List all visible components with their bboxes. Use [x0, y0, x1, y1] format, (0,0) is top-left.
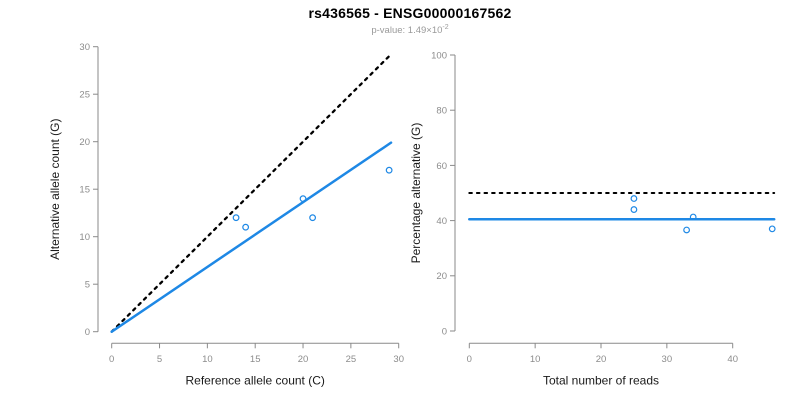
data-point	[299, 195, 307, 203]
y-axis: 0 20 40 60 80 100 Percentage alternative (G)	[409, 50, 456, 337]
x-tick-label: 0	[109, 354, 114, 365]
fit-line	[110, 141, 393, 333]
x-tick-label: 5	[157, 354, 162, 365]
y-tick-label: 5	[85, 280, 90, 291]
x-tick-label: 0	[467, 354, 472, 365]
data-point	[683, 226, 691, 234]
left-plot: 0 5 10 15 20 25 30 Reference allele count (C) 0 5…	[48, 42, 404, 387]
x-tick-label: 30	[393, 354, 404, 365]
y-tick-label: 80	[436, 106, 447, 117]
identity-line	[110, 53, 393, 333]
y-tick-label: 0	[442, 326, 447, 337]
y-tick-label: 60	[436, 161, 447, 172]
y-tick-label: 25	[79, 90, 90, 101]
figure-subtitle: p-value: 1.49×10-2	[10, 24, 800, 36]
x-tick-label: 20	[596, 354, 607, 365]
y-tick-label: 10	[79, 232, 90, 243]
data-point	[232, 214, 240, 222]
y-tick-label: 20	[436, 271, 447, 282]
x-axis-title: Total number of reads	[543, 373, 659, 387]
data-point	[242, 223, 250, 231]
x-tick-label: 30	[662, 354, 673, 365]
x-tick-label: 10	[202, 354, 213, 365]
data-point	[630, 206, 638, 213]
data-point	[630, 195, 638, 202]
y-axis: 0 5 10 15 20 25 30 Alternative allele count (G)	[48, 42, 99, 338]
y-axis-title: Alternative allele count (G)	[48, 118, 62, 259]
x-tick-label: 20	[298, 354, 309, 365]
y-tick-label: 20	[79, 137, 90, 148]
x-tick-label: 10	[530, 354, 541, 365]
figure-title: rs436565 - ENSG00000167562	[308, 5, 512, 21]
y-tick-label: 100	[431, 50, 447, 61]
pvalue-exponent: -2	[442, 24, 449, 31]
y-tick-label: 40	[436, 216, 447, 227]
x-tick-label: 25	[346, 354, 357, 365]
data-point	[309, 214, 317, 222]
x-axis: 0 10 20 30 40 Total number of reads	[467, 342, 738, 387]
y-tick-label: 0	[85, 327, 90, 338]
data-point	[385, 166, 393, 174]
right-plot: 0 10 20 30 40 Total number of reads 0 20 40 60 80 1…	[409, 50, 776, 387]
x-axis-title: Reference allele count (C)	[185, 373, 324, 387]
data-point	[689, 213, 697, 221]
x-axis: 0 5 10 15 20 25 30 Reference allele count (C)	[109, 342, 404, 387]
y-axis-title: Percentage alternative (G)	[409, 123, 423, 264]
pvalue-text: p-value: 1.49×10	[371, 25, 443, 37]
y-tick-label: 15	[79, 185, 90, 196]
x-tick-label: 15	[250, 354, 261, 365]
data-point	[768, 225, 776, 233]
x-tick-label: 40	[727, 354, 738, 365]
y-tick-label: 30	[79, 42, 90, 53]
